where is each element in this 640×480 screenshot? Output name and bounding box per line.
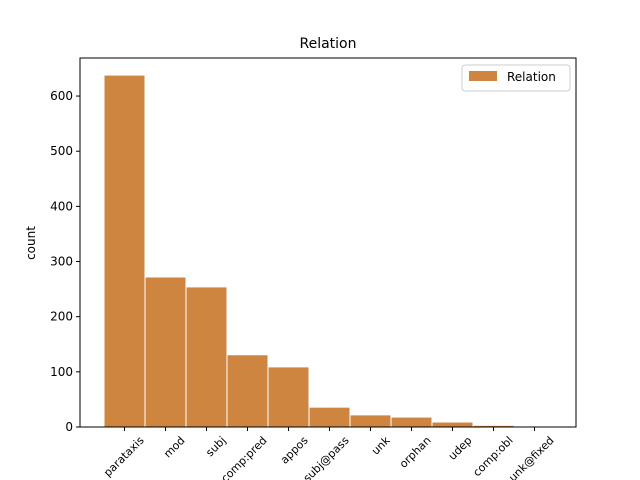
chart-title: Relation	[300, 36, 357, 52]
bar	[144, 276, 187, 428]
y-tick-label: 100	[50, 365, 73, 379]
y-tick-label: 400	[50, 199, 73, 213]
bar	[103, 74, 146, 428]
y-tick-label: 300	[50, 255, 73, 269]
legend-label: Relation	[507, 70, 556, 84]
x-tick-label: udep	[446, 434, 475, 463]
x-tick-label: orphan	[397, 434, 434, 471]
legend-swatch	[469, 71, 497, 81]
y-tick-label: 200	[50, 310, 73, 324]
y-tick-label: 0	[65, 420, 73, 434]
x-tick-label: unk	[369, 433, 393, 457]
x-tick-label: unk@fixed	[506, 434, 556, 480]
bar	[267, 366, 310, 428]
plot-frame	[79, 57, 577, 428]
bar	[431, 421, 474, 428]
y-tick-label: 500	[50, 144, 73, 158]
x-tick-label: mod	[161, 434, 187, 460]
bar	[390, 416, 433, 428]
bar	[349, 414, 392, 428]
x-tick-label: subj@pass	[301, 434, 352, 480]
x-tick-label: appos	[278, 434, 311, 467]
y-axis-label: count	[24, 226, 38, 260]
x-tick-label: subj	[203, 434, 228, 459]
bar	[226, 354, 269, 428]
y-tick-label: 600	[50, 89, 73, 103]
bar	[308, 406, 351, 428]
bar	[185, 286, 228, 428]
x-tick-label: parataxis	[101, 434, 147, 480]
